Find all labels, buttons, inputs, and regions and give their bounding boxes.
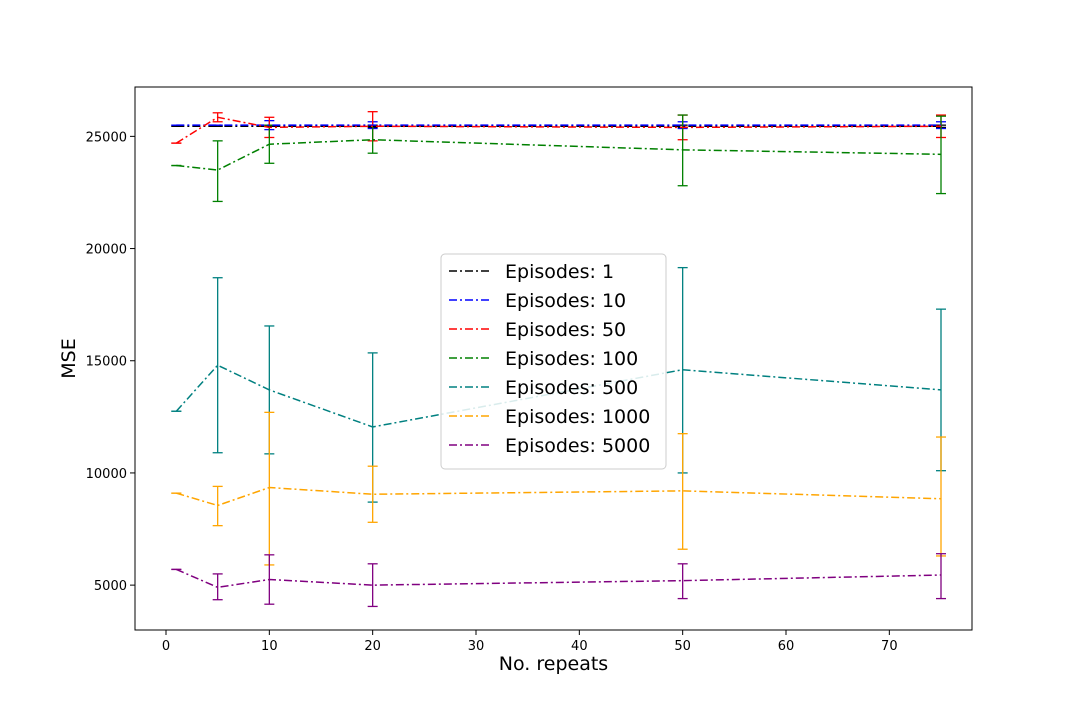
x-tick-label: 10: [261, 639, 278, 654]
series-line: [175, 116, 942, 144]
y-tick-label: 15000: [86, 355, 127, 370]
error-bar: [264, 411, 275, 566]
x-tick-label: 30: [468, 639, 485, 654]
error-bar: [677, 563, 688, 600]
legend-box: [440, 253, 667, 470]
legend-entry: Episodes: 1: [449, 261, 614, 283]
x-tick-label: 70: [881, 639, 898, 654]
error-bar: [936, 115, 946, 195]
x-axis-ticks: 0 10 20 30 40 50 60 70: [162, 630, 898, 654]
series-line: [175, 364, 942, 428]
y-tick-label: 10000: [86, 467, 127, 482]
x-tick-label: 20: [364, 639, 381, 654]
legend-label: Episodes: 100: [505, 348, 638, 370]
error-bar: [212, 140, 223, 203]
legend-label: Episodes: 500: [505, 377, 638, 399]
legend-label: Episodes: 1: [505, 261, 614, 283]
error-bar: [936, 553, 946, 600]
y-axis-label: MSE: [58, 338, 80, 378]
x-tick-label: 0: [162, 639, 170, 654]
legend-label: Episodes: 1000: [505, 406, 650, 428]
error-bar: [212, 277, 223, 454]
x-axis-label: No. repeats: [499, 653, 608, 675]
series-line: [176, 486, 942, 507]
series-lines: [175, 116, 942, 589]
legend-entry: Episodes: 10: [449, 290, 626, 312]
legend-label: Episodes: 50: [505, 319, 626, 341]
y-tick-label: 25000: [86, 130, 127, 145]
plot-area-frame: [134, 86, 973, 631]
legend-entry: Episodes: 5000: [449, 435, 650, 457]
legend-entry: Episodes: 1000: [449, 406, 650, 428]
error-bar: [936, 436, 946, 557]
y-tick-label: 20000: [86, 243, 127, 258]
legend-entry: Episodes: 100: [449, 348, 638, 370]
error-bar: [367, 465, 378, 523]
legend-label: Episodes: 10: [505, 290, 626, 312]
x-tick-label: 40: [571, 639, 588, 654]
series-line: [176, 568, 942, 589]
legend-label: Episodes: 5000: [505, 435, 650, 457]
y-axis-ticks: 5000 10000 15000 20000 25000: [86, 130, 135, 594]
error-bar: [677, 433, 688, 550]
legend-entry: Episodes: 50: [449, 319, 626, 341]
legend-entry: Episodes: 500: [449, 377, 638, 399]
legend: Episodes: 1 Episodes: 10 Episodes: 50 Episo…: [440, 253, 667, 470]
x-tick-label: 60: [778, 639, 795, 654]
error-bar: [367, 563, 378, 608]
series-line: [176, 138, 942, 171]
error-bars: [171, 111, 946, 608]
y-tick-label: 5000: [94, 579, 127, 594]
x-tick-label: 50: [674, 639, 691, 654]
